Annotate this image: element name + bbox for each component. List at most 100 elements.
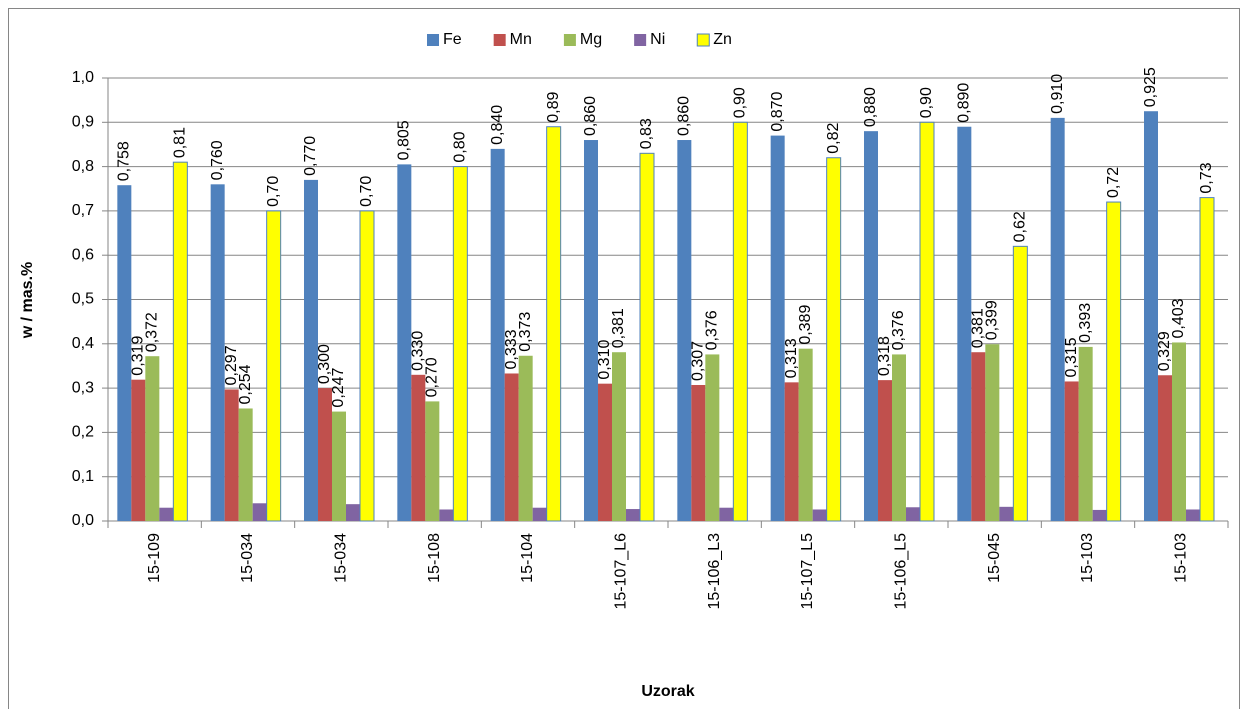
bar [224, 389, 239, 521]
bar [504, 373, 519, 521]
bar [1199, 197, 1215, 522]
bar [784, 382, 799, 521]
y-tick-label: 0,4 [72, 335, 94, 352]
data-label: 0,313 [783, 338, 800, 378]
bar [1050, 117, 1065, 522]
bar [626, 509, 640, 521]
bar [318, 388, 332, 521]
y-tick-label: 0,7 [72, 202, 94, 219]
data-label: 0,805 [396, 120, 413, 160]
bar [770, 135, 785, 521]
bar [532, 507, 547, 521]
bar [490, 148, 505, 521]
bar [397, 164, 412, 521]
data-label: 0,399 [984, 300, 1001, 340]
data-label: 0,83 [638, 118, 655, 149]
x-tick-label: 15-106_L3 [706, 533, 723, 610]
bar [1158, 375, 1172, 521]
x-tick-label: 15-034 [239, 533, 256, 583]
legend-label: Fe [443, 31, 462, 48]
data-label: 0,376 [704, 310, 721, 350]
bar [691, 384, 706, 521]
data-label: 0,333 [503, 329, 520, 369]
x-tick-label: 15-109 [146, 533, 163, 583]
bar [252, 503, 267, 521]
bar [798, 348, 813, 521]
x-tick-label: 15-104 [519, 533, 536, 583]
bar [677, 140, 692, 521]
bar [210, 184, 225, 521]
y-tick-label: 1,0 [72, 69, 94, 86]
data-label: 0,307 [690, 341, 707, 381]
x-tick-label: 15-103 [1173, 533, 1190, 583]
data-label: 0,403 [1170, 298, 1187, 338]
y-tick-label: 0,6 [72, 246, 94, 263]
bar [705, 354, 720, 521]
data-label: 0,372 [144, 312, 161, 352]
data-label: 0,72 [1105, 167, 1122, 198]
x-tick-label: 15-034 [333, 533, 350, 583]
bar [117, 185, 132, 521]
bar [439, 509, 454, 521]
data-label: 0,80 [452, 131, 469, 162]
bar [864, 131, 878, 521]
bar [425, 401, 440, 521]
data-label: 0,758 [116, 141, 133, 181]
data-label: 0,300 [316, 344, 333, 384]
bar [332, 411, 346, 521]
data-label: 0,90 [918, 87, 935, 118]
bar [346, 504, 360, 521]
bar [957, 126, 972, 521]
y-tick-label: 0,3 [72, 379, 94, 396]
data-label: 0,381 [610, 308, 627, 348]
bar [359, 210, 375, 522]
bar [172, 161, 188, 522]
bar [411, 374, 426, 521]
data-label: 0,330 [410, 331, 427, 371]
data-label: 0,297 [223, 345, 240, 385]
y-tick-label: 0,2 [72, 424, 94, 441]
bar [612, 352, 626, 521]
legend-label: Ni [650, 31, 665, 48]
bar [971, 352, 986, 521]
data-label: 0,247 [330, 367, 347, 407]
data-label: 0,310 [596, 340, 613, 380]
data-label: 0,254 [237, 364, 254, 404]
bar [812, 509, 827, 521]
bar [732, 121, 748, 522]
data-label: 0,381 [970, 308, 987, 348]
bar [1144, 111, 1158, 521]
data-label: 0,890 [956, 83, 973, 123]
bar [238, 408, 253, 521]
data-label: 0,62 [1012, 211, 1029, 242]
data-label: 0,70 [358, 176, 375, 207]
y-axis-title: w / mas.% [19, 262, 36, 339]
bar [1172, 342, 1186, 521]
data-label: 0,925 [1142, 67, 1159, 107]
data-label: 0,840 [489, 105, 506, 145]
bar [919, 121, 935, 522]
x-axis-title: Uzorak [641, 683, 694, 700]
data-label: 0,329 [1156, 331, 1173, 371]
bar [546, 126, 562, 522]
bar [1012, 245, 1028, 522]
x-tick-label: 15-106_L5 [893, 533, 910, 610]
bar [892, 354, 906, 521]
data-label: 0,770 [302, 136, 319, 176]
bar [1186, 509, 1200, 521]
data-label: 0,70 [265, 176, 282, 207]
data-label: 0,318 [876, 336, 893, 376]
data-label: 0,880 [862, 87, 879, 127]
legend-label: Zn [713, 31, 732, 48]
data-label: 0,393 [1077, 303, 1094, 343]
bar [1078, 346, 1093, 521]
legend-label: Mg [580, 31, 602, 48]
x-tick-label: 15-108 [426, 533, 443, 583]
bar [1092, 509, 1107, 521]
bar [906, 507, 920, 521]
bar [131, 379, 146, 521]
data-label: 0,82 [825, 122, 842, 153]
data-label: 0,760 [209, 140, 226, 180]
data-label: 0,860 [676, 96, 693, 136]
